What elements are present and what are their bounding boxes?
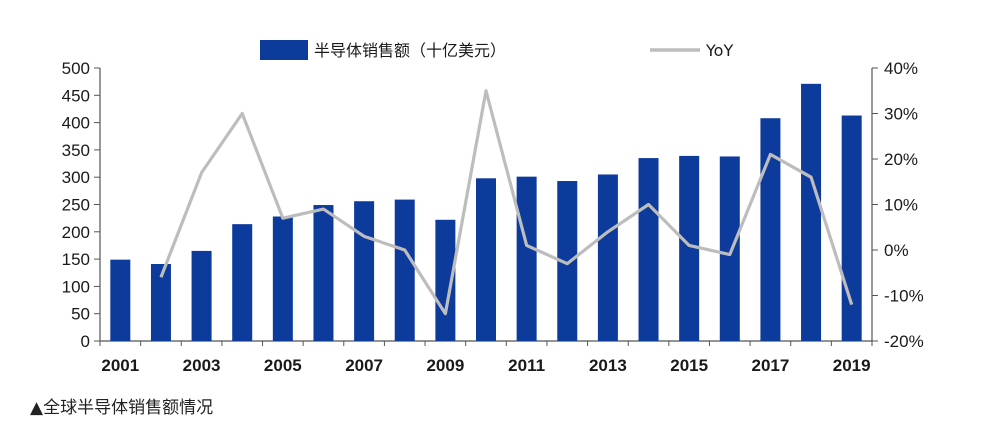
y-left-tick-label: 0 — [81, 332, 90, 351]
y-left-tick-label: 250 — [62, 196, 90, 215]
y-left-tick-label: 50 — [71, 305, 90, 324]
bar — [841, 115, 862, 341]
x-tick-label: 2007 — [345, 356, 383, 375]
legend-swatch-bar — [260, 40, 308, 60]
y-left-tick-label: 150 — [62, 250, 90, 269]
y-right-tick-label: 10% — [884, 196, 918, 215]
y-right-tick-label: -10% — [884, 287, 924, 306]
x-tick-label: 2019 — [833, 356, 871, 375]
yoy-line — [159, 89, 854, 316]
bar — [557, 181, 578, 341]
x-tick-label: 2013 — [589, 356, 627, 375]
x-tick-label: 2017 — [752, 356, 790, 375]
y-left-tick-label: 400 — [62, 114, 90, 133]
y-left-tick-label: 350 — [62, 141, 90, 160]
bar — [272, 216, 293, 341]
bar — [232, 224, 253, 341]
bar — [191, 250, 212, 341]
bar — [435, 219, 456, 341]
y-left-tick-label: 200 — [62, 223, 90, 242]
y-left-tick-label: 500 — [62, 59, 90, 78]
bar — [516, 176, 537, 341]
bar — [719, 156, 740, 341]
bar — [760, 118, 781, 342]
bar — [476, 178, 496, 341]
chart-caption: ▲全球半导体销售额情况 — [30, 398, 214, 418]
y-right-tick-label: 20% — [884, 150, 918, 169]
x-tick-label: 2011 — [508, 356, 545, 375]
x-tick-label: 2005 — [264, 356, 302, 375]
x-tick-label: 2015 — [670, 356, 708, 375]
x-tick-label: 2003 — [183, 356, 221, 375]
y-left-tick-label: 100 — [62, 277, 90, 296]
bar — [313, 205, 334, 341]
x-tick-label: 2001 — [101, 356, 139, 375]
bar — [638, 158, 659, 341]
bar — [679, 155, 700, 341]
x-tick-label: 2009 — [426, 356, 464, 375]
y-right-tick-label: -20% — [884, 332, 924, 351]
legend-label-bar: 半导体销售额（十亿美元） — [314, 41, 506, 60]
y-left-tick-label: 300 — [62, 168, 90, 187]
bar — [801, 83, 822, 342]
bar — [150, 264, 171, 341]
y-right-tick-label: 0% — [884, 241, 909, 260]
bar — [597, 174, 618, 341]
bar — [110, 259, 131, 341]
y-right-tick-label: 40% — [884, 59, 918, 78]
bar — [394, 199, 415, 341]
y-right-tick-label: 30% — [884, 105, 918, 124]
bar — [354, 201, 375, 341]
legend-label-line: YoY — [705, 41, 733, 60]
y-left-tick-label: 450 — [62, 86, 90, 105]
